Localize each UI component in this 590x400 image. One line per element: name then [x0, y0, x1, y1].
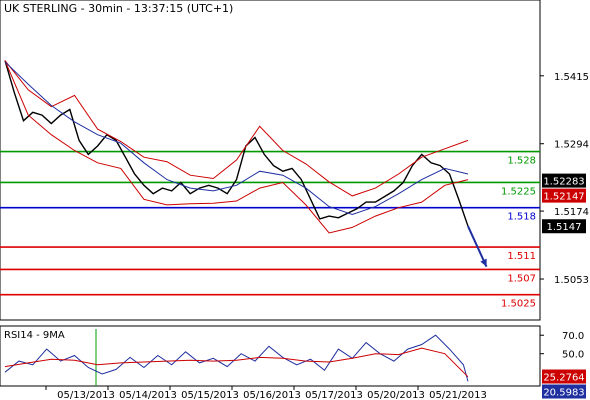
date-axis: 05/13/2013 05/14/2013 05/15/2013 05/16/2013… — [45, 386, 487, 400]
x-tick-label-4: 05/17/2013 — [305, 390, 363, 400]
rsi-panel-title: RSI14 - 9MA — [4, 330, 65, 341]
price-axis: 1.5415 1.5294 1.5174 1.5053 — [540, 72, 589, 286]
series-rsi-ma — [4, 347, 469, 378]
rsi-badge-label-1: 20.5983 — [543, 388, 584, 399]
rsi-plot-frame — [0, 325, 541, 387]
rsi-badge-label-0: 25.2764 — [543, 373, 584, 384]
price-badge-label-2: 1.5147 — [547, 222, 582, 233]
rsi-series-layer — [4, 334, 469, 382]
series-forecast-arrow — [467, 225, 488, 268]
price-plot-frame — [0, 0, 541, 321]
x-tick-label-5: 05/20/2013 — [367, 390, 425, 400]
rsi-tick-label-0: 70.0 — [562, 331, 584, 342]
level-label-4: 1.507 — [507, 273, 536, 284]
y-tick-label-2: 1.5174 — [554, 207, 589, 218]
level-label-5: 1.5025 — [501, 299, 536, 310]
level-label-3: 1.511 — [507, 251, 536, 262]
price-badges: 1.52283 1.52147 1.5147 25.2764 20.5983 — [542, 173, 586, 399]
y-tick-label-3: 1.5053 — [554, 275, 589, 286]
x-tick-label-6: 05/21/2013 — [429, 390, 487, 400]
rsi-tick-label-1: 50.0 — [562, 350, 584, 361]
y-tick-label-0: 1.5415 — [554, 72, 589, 83]
y-tick-label-1: 1.5294 — [554, 140, 589, 151]
series-price — [4, 60, 469, 227]
x-tick-label-3: 05/16/2013 — [243, 390, 301, 400]
x-tick-label-2: 05/15/2013 — [181, 390, 239, 400]
x-tick-label-0: 05/13/2013 — [57, 390, 115, 400]
series-bollinger-upper — [4, 60, 469, 197]
horizontal-levels: 1.528 1.5225 1.518 1.511 1.507 1.5025 — [0, 150, 540, 310]
forecast-arrow-head — [480, 258, 487, 267]
series-rsi — [4, 334, 469, 382]
level-label-1: 1.5225 — [501, 186, 536, 197]
price-badge-0: 1.52283 — [542, 173, 586, 188]
price-badge-1: 1.52147 — [542, 188, 586, 203]
price-badge-2: 1.5147 — [542, 219, 586, 234]
level-label-2: 1.518 — [507, 212, 536, 223]
price-series-layer — [4, 60, 488, 268]
rsi-badge-0: 25.2764 — [542, 369, 586, 384]
series-bollinger-lower — [4, 60, 469, 234]
x-tick-label-1: 05/14/2013 — [119, 390, 177, 400]
rsi-axis: 70.0 50.0 — [540, 331, 584, 361]
price-badge-label-1: 1.52147 — [543, 192, 584, 203]
series-moving-average — [4, 61, 469, 216]
chart-title: UK STERLING - 30min - 13:37:15 (UTC+1) — [4, 2, 233, 15]
rsi-badge-1: 20.5983 — [542, 384, 586, 399]
price-badge-label-0: 1.52283 — [543, 177, 584, 188]
level-label-0: 1.528 — [507, 156, 536, 167]
